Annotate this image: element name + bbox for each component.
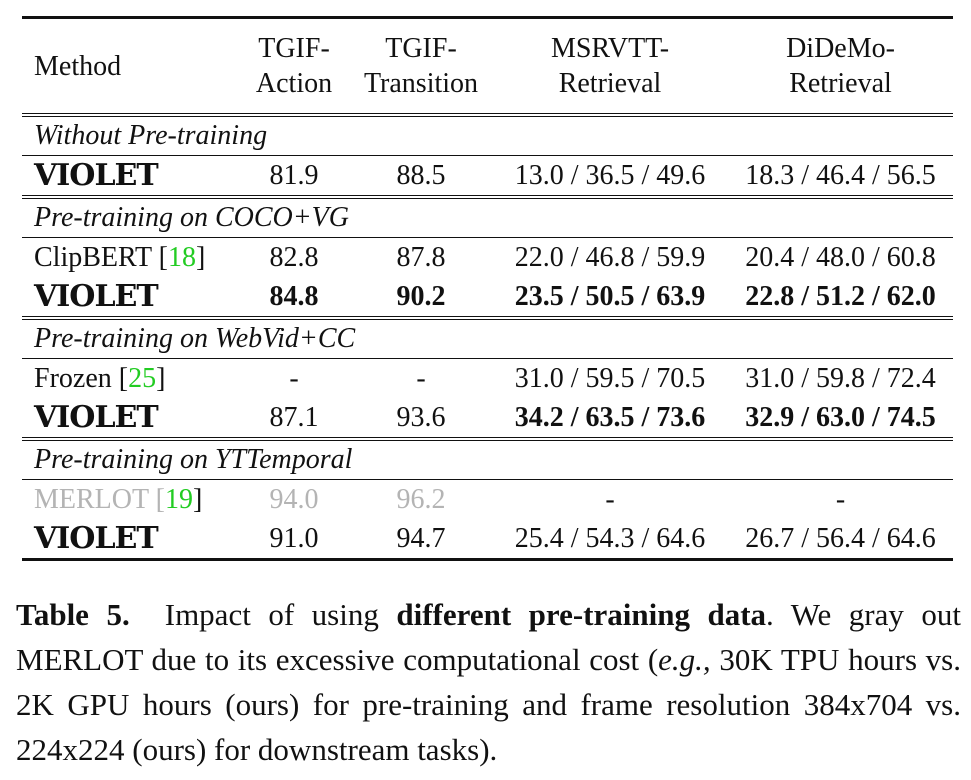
table-caption: Table 5. Impact of using different pre-t… — [16, 592, 961, 772]
tgif-transition-cell: 88.5 — [350, 155, 492, 199]
didemo-cell: 20.4 / 48.0 / 60.8 — [745, 241, 936, 273]
group-title-webvid-cc: Pre-training on WebVid+CC — [22, 318, 953, 359]
results-table: Method TGIF- Action TGIF- Transition MSR… — [22, 16, 953, 561]
didemo-cell: 32.9 / 63.0 / 74.5 — [728, 398, 953, 441]
msrvtt-cell: - — [605, 483, 615, 515]
method-cell: VIOLET — [22, 519, 238, 561]
tgif-action-cell: 82.8 — [269, 241, 319, 273]
caption-text-1: Impact of using — [164, 597, 379, 632]
header-msrvtt-line1: MSRVTT- — [550, 33, 670, 64]
header-tgif-action-line1: TGIF- — [258, 33, 330, 64]
header-tgif-transition-line1: TGIF- — [385, 33, 457, 64]
table-row: VIOLET 87.1 93.6 34.2 / 63.5 / 73.6 32.9… — [22, 398, 953, 441]
citation-link[interactable]: 18 — [167, 241, 196, 273]
didemo-cell: - — [835, 483, 846, 515]
msrvtt-cell: 34.2 / 63.5 / 73.6 — [492, 398, 728, 441]
tgif-transition-cell: 90.2 — [350, 277, 492, 320]
caption-emphasis: different pre-training data — [396, 597, 767, 632]
tgif-transition-cell: - — [416, 362, 426, 394]
tgif-action-cell: 84.8 — [238, 277, 350, 320]
tgif-action-cell: - — [289, 362, 299, 394]
group-title-row: Pre-training on YTTemporal — [22, 439, 953, 480]
caption-eg: e.g., — [658, 642, 711, 677]
tgif-action-cell: 87.1 — [238, 398, 350, 441]
method-cell: VIOLET — [22, 398, 238, 441]
tgif-transition-cell: 96.2 — [396, 483, 446, 515]
group-title-coco-vg: Pre-training on COCO+VG — [22, 197, 953, 238]
caption-text-3: 30K TPU hours vs. 2K GPU hours (ours) fo… — [16, 642, 961, 767]
table-row: MERLOT [19] 94.0 96.2 - - — [22, 480, 953, 520]
table-row: Frozen [25] - - 31.0 / 59.5 / 70.5 31.0 … — [22, 359, 953, 399]
group-title-no-pretraining: Without Pre-training — [22, 115, 953, 156]
header-tgif-transition: TGIF- Transition — [350, 17, 492, 117]
tgif-transition-cell: 94.7 — [350, 519, 492, 561]
header-msrvtt: MSRVTT- Retrieval — [492, 17, 728, 117]
msrvtt-cell: 31.0 / 59.5 / 70.5 — [514, 362, 706, 394]
table-row: VIOLET 91.0 94.7 25.4 / 54.3 / 64.6 26.7… — [22, 519, 953, 561]
method-cell: VIOLET — [22, 277, 238, 320]
tgif-action-cell: 91.0 — [238, 519, 350, 561]
method-name: MERLOT — [34, 483, 149, 515]
method-name: ClipBERT — [34, 241, 152, 273]
msrvtt-cell: 25.4 / 54.3 / 64.6 — [492, 519, 728, 561]
msrvtt-cell: 13.0 / 36.5 / 49.6 — [492, 155, 728, 199]
header-didemo: DiDeMo- Retrieval — [728, 17, 953, 117]
didemo-cell: 26.7 / 56.4 / 64.6 — [728, 519, 953, 561]
method-name: Frozen — [34, 362, 112, 394]
header-tgif-action-line2: Action — [255, 68, 333, 99]
caption-text-2: . We gray out MERLOT due to its excessiv… — [16, 597, 962, 677]
tgif-transition-cell: 93.6 — [350, 398, 492, 441]
table-row: VIOLET 81.9 88.5 13.0 / 36.5 / 49.6 18.3… — [22, 155, 953, 199]
didemo-cell: 18.3 / 46.4 / 56.5 — [728, 155, 953, 199]
didemo-cell: 22.8 / 51.2 / 62.0 — [728, 277, 953, 320]
method-cell: Frozen [25] — [34, 362, 166, 394]
group-title-row: Pre-training on WebVid+CC — [22, 318, 953, 359]
group-title-row: Without Pre-training — [22, 115, 953, 156]
table-row: ClipBERT [18] 82.8 87.8 22.0 / 46.8 / 59… — [22, 238, 953, 278]
group-title-row: Pre-training on COCO+VG — [22, 197, 953, 238]
tgif-transition-cell: 87.8 — [396, 241, 446, 273]
citation-link[interactable]: 19 — [164, 483, 193, 515]
group-title-yttemporal: Pre-training on YTTemporal — [22, 439, 953, 480]
didemo-cell: 31.0 / 59.8 / 72.4 — [745, 362, 936, 394]
header-didemo-line1: DiDeMo- — [786, 33, 895, 64]
tgif-action-cell: 81.9 — [238, 155, 350, 199]
msrvtt-cell: 22.0 / 46.8 / 59.9 — [514, 241, 706, 273]
header-tgif-transition-line2: Transition — [363, 68, 479, 99]
method-cell: ClipBERT [18] — [34, 241, 206, 273]
table-row: VIOLET 84.8 90.2 23.5 / 50.5 / 63.9 22.8… — [22, 277, 953, 320]
method-cell: VIOLET — [22, 155, 238, 199]
citation-link[interactable]: 25 — [128, 362, 157, 394]
header-didemo-line2: Retrieval — [789, 68, 892, 99]
header-method: Method — [22, 17, 238, 117]
header-tgif-action: TGIF- Action — [238, 17, 350, 117]
method-cell: MERLOT [19] — [34, 483, 203, 515]
tgif-action-cell: 94.0 — [269, 483, 319, 515]
header-msrvtt-line2: Retrieval — [558, 68, 662, 99]
msrvtt-cell: 23.5 / 50.5 / 63.9 — [492, 277, 728, 320]
header-row: Method TGIF- Action TGIF- Transition MSR… — [22, 17, 953, 117]
caption-label: Table 5. — [16, 597, 130, 632]
results-table-container: Method TGIF- Action TGIF- Transition MSR… — [22, 16, 953, 561]
